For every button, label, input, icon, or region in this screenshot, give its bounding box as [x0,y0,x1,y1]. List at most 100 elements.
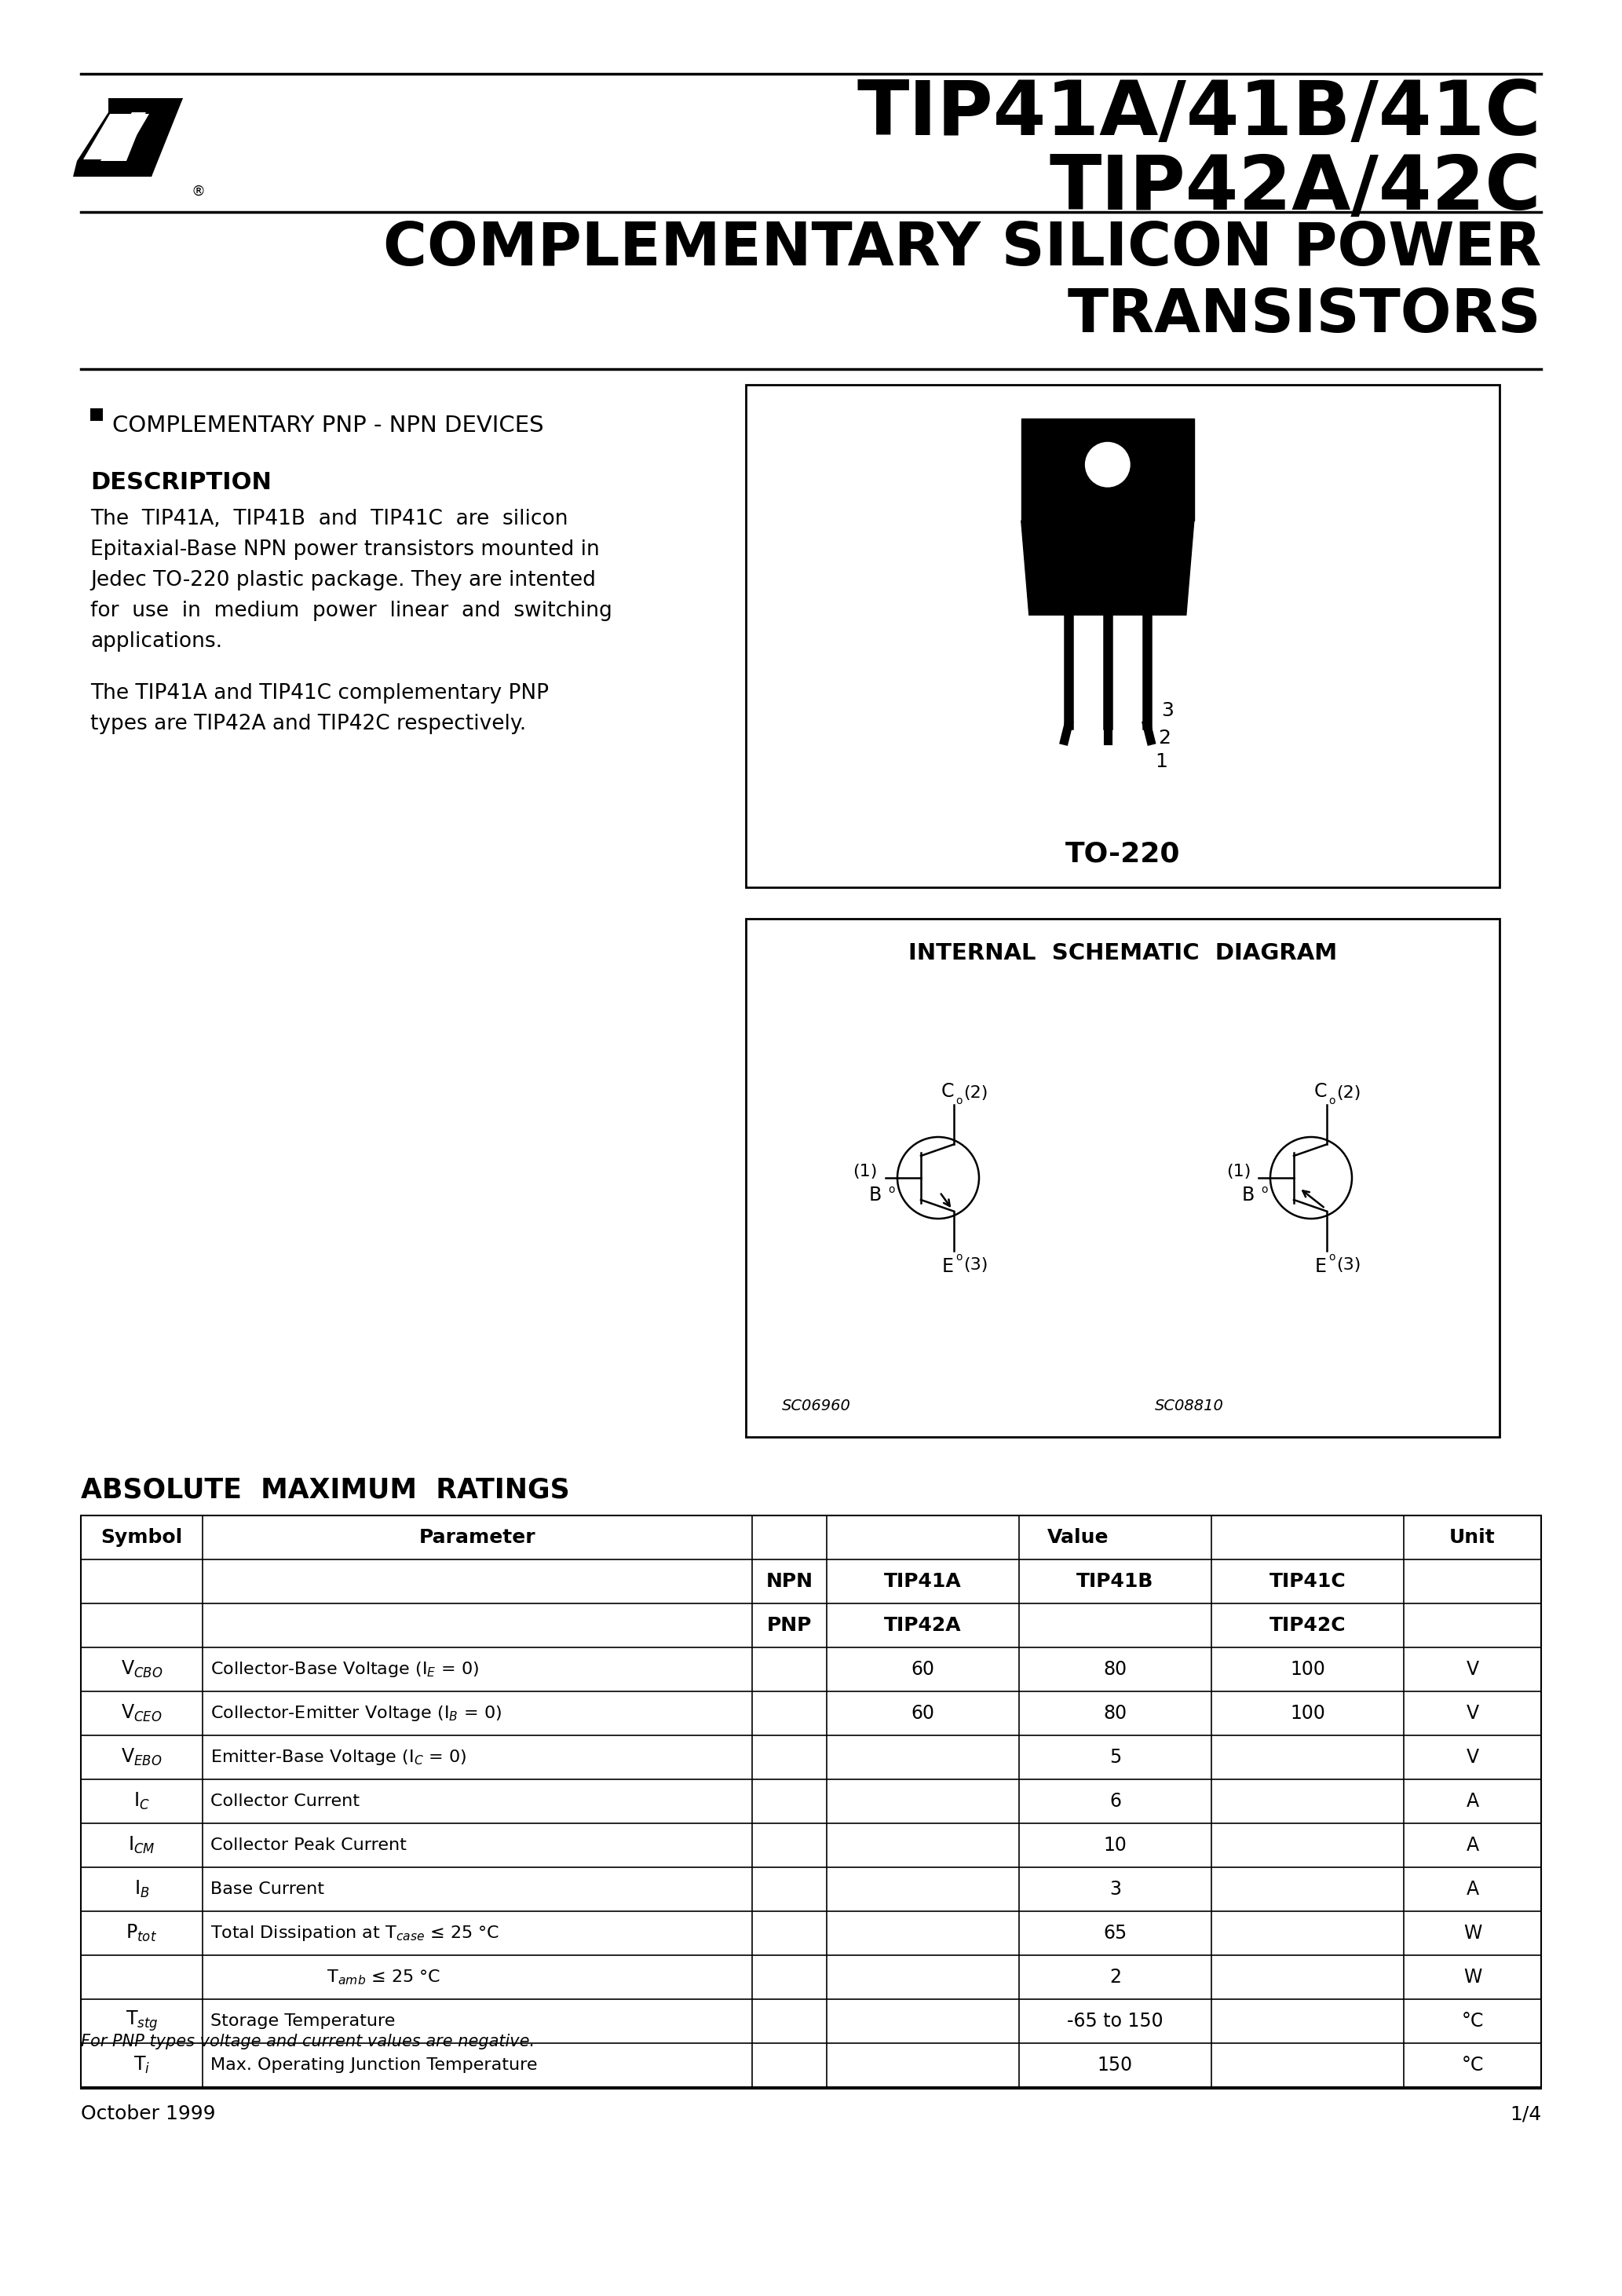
Circle shape [1083,441,1131,489]
Text: o: o [955,1251,962,1263]
Polygon shape [120,99,183,177]
Text: (1): (1) [1226,1164,1251,1180]
Bar [81,1515,1541,2087]
Text: V: V [1466,1747,1479,1766]
Text: T$_{stg}$: T$_{stg}$ [125,2009,157,2034]
Text: Base Current: Base Current [211,1880,324,1896]
Polygon shape [83,115,149,158]
Text: 80: 80 [1103,1660,1127,1678]
Text: TRANSISTORS: TRANSISTORS [1067,287,1541,344]
Text: Storage Temperature: Storage Temperature [211,2014,396,2030]
Text: NPN: NPN [766,1573,813,1591]
Text: V: V [1466,1704,1479,1722]
Text: Parameter: Parameter [418,1529,535,1548]
Text: W: W [1463,1924,1481,1942]
Text: 1/4: 1/4 [1510,2105,1541,2124]
Text: TIP41C: TIP41C [1268,1573,1346,1591]
Bar [746,918,1499,1437]
Text: A: A [1466,1791,1479,1812]
Text: 60: 60 [912,1704,934,1722]
Text: 5: 5 [1109,1747,1121,1766]
Text: Value: Value [1048,1529,1109,1548]
Text: ABSOLUTE  MAXIMUM  RATINGS: ABSOLUTE MAXIMUM RATINGS [81,1476,569,1504]
Text: Collector Current: Collector Current [211,1793,360,1809]
Polygon shape [1022,521,1194,615]
Text: 3: 3 [1161,700,1173,721]
Text: 80: 80 [1103,1704,1127,1722]
Text: 65: 65 [1103,1924,1127,1942]
Text: o: o [1328,1095,1335,1107]
Text: (1): (1) [853,1164,878,1180]
Text: C: C [941,1081,954,1102]
Polygon shape [109,99,183,113]
Text: 100: 100 [1289,1704,1325,1722]
Text: (2): (2) [963,1086,988,1102]
Text: P$_{tot}$: P$_{tot}$ [127,1924,157,1942]
Text: W: W [1463,1968,1481,1986]
Text: PNP: PNP [767,1616,813,1635]
Text: o: o [1328,1251,1335,1263]
Text: ®: ® [191,184,204,200]
Text: TIP42C: TIP42C [1270,1616,1346,1635]
Polygon shape [76,113,131,161]
Text: 60: 60 [912,1660,934,1678]
Text: V: V [1466,1660,1479,1678]
Text: 10: 10 [1103,1837,1127,1855]
Text: TO-220: TO-220 [1066,840,1181,868]
Text: 2: 2 [1158,728,1171,748]
Text: October 1999: October 1999 [81,2105,216,2124]
Text: The TIP41A and TIP41C complementary PNP
types are TIP42A and TIP42C respectively: The TIP41A and TIP41C complementary PNP … [91,684,548,735]
Text: Emitter-Base Voltage (I$_C$ = 0): Emitter-Base Voltage (I$_C$ = 0) [211,1747,467,1766]
Text: The  TIP41A,  TIP41B  and  TIP41C  are  silicon
Epitaxial-Base NPN power transis: The TIP41A, TIP41B and TIP41C are silico… [91,510,611,652]
Text: E: E [942,1256,954,1277]
Text: o: o [887,1185,895,1196]
Bar [1022,418,1194,521]
Text: I$_C$: I$_C$ [133,1791,149,1812]
Text: V$_{CEO}$: V$_{CEO}$ [122,1704,162,1724]
Text: -65 to 150: -65 to 150 [1067,2011,1163,2030]
Text: 6: 6 [1109,1791,1121,1812]
Text: SC08810: SC08810 [1155,1398,1225,1414]
Text: Max. Operating Junction Temperature: Max. Operating Junction Temperature [211,2057,537,2073]
Text: Total Dissipation at T$_{case}$ ≤ 25 °C: Total Dissipation at T$_{case}$ ≤ 25 °C [211,1924,500,1942]
Text: SC06960: SC06960 [782,1398,852,1414]
Text: T$_i$: T$_i$ [133,2055,149,2076]
Text: Unit: Unit [1450,1529,1495,1548]
Text: (3): (3) [963,1256,988,1272]
Text: I$_B$: I$_B$ [135,1878,149,1899]
Text: o: o [955,1095,962,1107]
Text: INTERNAL  SCHEMATIC  DIAGRAM: INTERNAL SCHEMATIC DIAGRAM [908,941,1337,964]
Text: A: A [1466,1837,1479,1855]
Text: B: B [869,1185,882,1205]
Text: o: o [1260,1185,1267,1196]
Text: V$_{CBO}$: V$_{CBO}$ [120,1660,162,1681]
Text: TIP41A/41B/41C: TIP41A/41B/41C [856,78,1541,152]
Text: °C: °C [1461,2011,1484,2030]
Text: 2: 2 [1109,1968,1121,1986]
Text: DESCRIPTION: DESCRIPTION [91,471,271,494]
Text: (2): (2) [1337,1086,1361,1102]
Text: Symbol: Symbol [101,1529,183,1548]
Text: TIP41B: TIP41B [1077,1573,1153,1591]
Text: (3): (3) [1337,1256,1361,1272]
Bar [91,409,102,420]
Text: For PNP types voltage and current values are negative.: For PNP types voltage and current values… [81,2034,535,2050]
Text: 1: 1 [1155,753,1168,771]
Polygon shape [73,161,156,177]
Text: I$_{CM}$: I$_{CM}$ [128,1835,156,1855]
Text: Collector-Emitter Voltage (I$_B$ = 0): Collector-Emitter Voltage (I$_B$ = 0) [211,1704,501,1722]
Text: T$_{amb}$ ≤ 25 °C: T$_{amb}$ ≤ 25 °C [211,1968,441,1986]
Text: E: E [1315,1256,1327,1277]
Text: 3: 3 [1109,1880,1121,1899]
Text: TIP42A: TIP42A [884,1616,962,1635]
Text: TIP42A/42C: TIP42A/42C [1049,152,1541,225]
Text: A: A [1466,1880,1479,1899]
Text: 150: 150 [1098,2055,1132,2076]
Text: COMPLEMENTARY SILICON POWER: COMPLEMENTARY SILICON POWER [383,220,1541,278]
Text: TIP41A: TIP41A [884,1573,962,1591]
Text: COMPLEMENTARY PNP - NPN DEVICES: COMPLEMENTARY PNP - NPN DEVICES [112,416,543,436]
Bar [746,386,1499,886]
Text: V$_{EBO}$: V$_{EBO}$ [122,1747,162,1768]
Text: C: C [1314,1081,1327,1102]
Text: 100: 100 [1289,1660,1325,1678]
